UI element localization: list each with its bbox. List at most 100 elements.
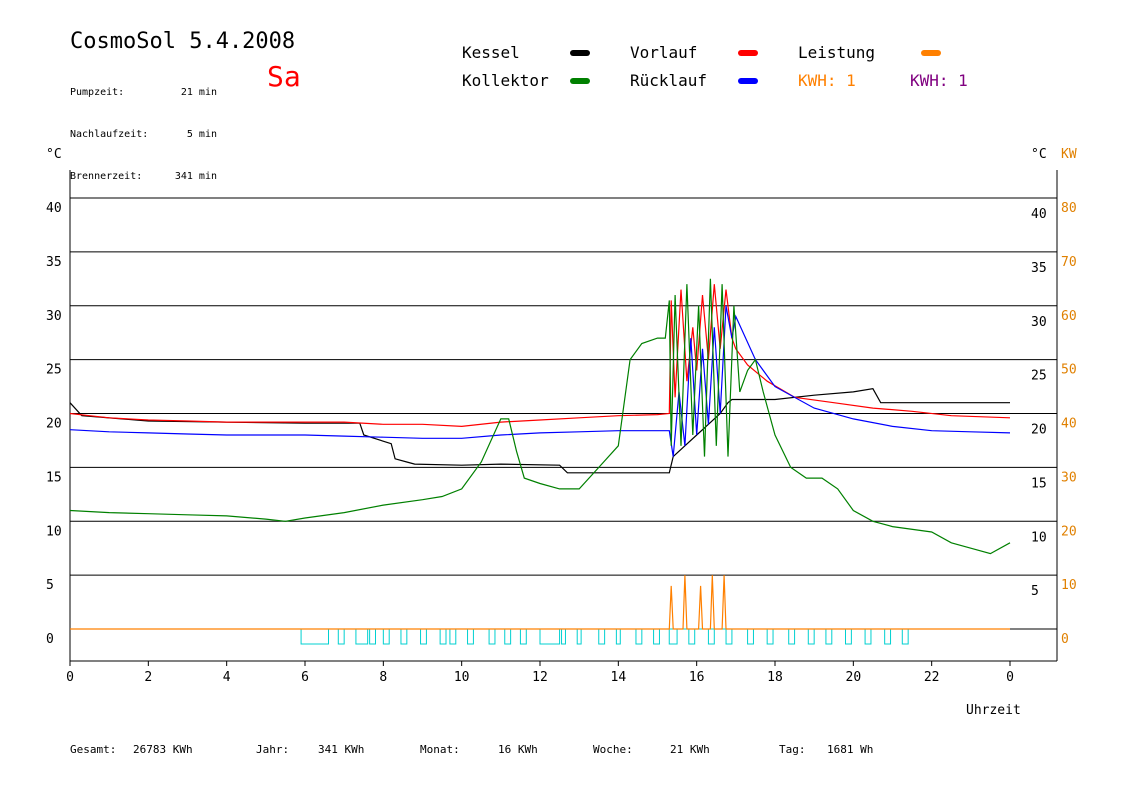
legend-kwh-leistung: KWH: 1 (798, 71, 856, 90)
pump-interval (561, 628, 566, 645)
pump-interval (369, 628, 376, 645)
y-tick-label-left: 30 (46, 309, 62, 324)
footer-jahr-value: 341 KWh (318, 743, 365, 756)
pump-interval (825, 628, 833, 645)
info-label: Pumpzeit: (70, 87, 125, 98)
pump-interval (788, 628, 796, 645)
weekday-label: Sa (267, 60, 301, 93)
info-value: 21 min (180, 87, 217, 98)
x-tick-label: 14 (611, 670, 627, 685)
x-tick-label: 6 (301, 670, 309, 685)
legend-label-vorlauf: Vorlauf (630, 43, 698, 62)
y-tick-label-right: 20 (1031, 423, 1047, 438)
x-tick-label: 16 (689, 670, 705, 685)
x-tick-label: 12 (532, 670, 548, 685)
pump-interval (337, 628, 345, 645)
pump-interval (400, 628, 408, 645)
pump-interval (539, 628, 561, 645)
y-tick-label-left: 0 (46, 632, 54, 647)
pump-interval (439, 628, 447, 645)
pump-interval (382, 628, 390, 645)
kw-axis-unit: KW (1061, 147, 1077, 162)
pump-interval (747, 628, 754, 645)
legend-swatch-kessel (570, 50, 590, 56)
x-axis-label: Uhrzeit (966, 703, 1021, 718)
kw-tick-label: 80 (1061, 201, 1077, 216)
y-tick-label-right: 15 (1031, 476, 1047, 491)
legend-swatch-ruecklauf (738, 78, 758, 84)
pump-interval (615, 628, 621, 645)
axes (69, 170, 1058, 666)
kw-tick-label: 70 (1061, 255, 1077, 270)
x-tick-label: 18 (767, 670, 783, 685)
legend-label-kollektor: Kollektor (462, 71, 549, 90)
pump-interval (355, 628, 369, 645)
y-tick-label-left: 15 (46, 470, 62, 485)
kw-tick-label: 20 (1061, 524, 1077, 539)
y-axis-unit-left: °C (46, 147, 62, 162)
info-value: 5 min (186, 129, 217, 140)
info-label: Brennerzeit: (70, 171, 143, 182)
pump-interval (576, 628, 582, 645)
info-value: 341 min (174, 171, 217, 182)
x-tick-label: 0 (66, 670, 74, 685)
pump-interval (488, 628, 496, 645)
kw-tick-label: 60 (1061, 309, 1077, 324)
legend-label-kessel: Kessel (462, 43, 520, 62)
pump-interval (845, 628, 852, 645)
x-tick-label: 10 (454, 670, 470, 685)
footer-jahr-label: Jahr: (256, 743, 290, 756)
footer-woche-label: Woche: (593, 743, 633, 756)
pump-interval (725, 628, 733, 645)
pump-interval (420, 628, 427, 645)
pump-interval (688, 628, 696, 645)
footer-tag-value: 1681 Wh (827, 743, 874, 756)
y-tick-label-right: 30 (1031, 315, 1047, 330)
y-tick-label-right: 35 (1031, 261, 1047, 276)
y-tick-label-right: 10 (1031, 530, 1047, 545)
pump-interval (300, 628, 330, 645)
footer-monat-value: 16 KWh (498, 743, 538, 756)
pump-interval (884, 628, 892, 645)
series-lines (69, 278, 1011, 630)
legend-label-leistung: Leistung (798, 43, 876, 62)
kw-tick-label: 50 (1061, 363, 1077, 378)
series-line-rcklauf (69, 305, 1011, 457)
axis-labels: 0 2 4 6 8 10 12 14 16 18 20 22 0 0 5 10 15 20 25 30 35 40 5 10 1… (46, 147, 1077, 718)
info-labels: Pumpzeit: Nachlaufzeit: Brennerzeit: (70, 58, 148, 198)
pump-interval (653, 628, 660, 645)
x-tick-label: 8 (379, 670, 387, 685)
kw-tick-label: 10 (1061, 578, 1077, 593)
pump-interval (504, 628, 512, 645)
kw-tick-label: 30 (1061, 470, 1077, 485)
pump-interval (449, 628, 457, 645)
y-tick-label-left: 20 (46, 417, 62, 432)
y-tick-label-left: 10 (46, 524, 62, 539)
info-label: Nachlaufzeit: (70, 129, 149, 140)
pump-interval (766, 628, 774, 645)
legend-swatch-kollektor (570, 78, 590, 84)
info-values: 21 min 5 min 341 min (160, 58, 217, 198)
footer-woche-value: 21 KWh (670, 743, 710, 756)
pump-interval (467, 628, 474, 645)
y-tick-label-left: 40 (46, 201, 62, 216)
pump-interval (668, 628, 678, 645)
x-tick-label: 20 (846, 670, 862, 685)
pump-interval (807, 628, 815, 645)
footer-tag-label: Tag: (779, 743, 806, 756)
x-tick-label: 0 (1006, 670, 1014, 685)
footer-gesamt-label: Gesamt: (70, 743, 117, 756)
legend-kwh-purple: KWH: 1 (910, 71, 968, 90)
y-tick-label-right: 40 (1031, 207, 1047, 222)
pump-interval (707, 628, 715, 645)
legend-swatch-vorlauf (738, 50, 758, 56)
pump-interval (635, 628, 643, 645)
x-tick-label: 22 (924, 670, 940, 685)
pump-interval (519, 628, 527, 645)
page-title: CosmoSol 5.4.2008 (70, 29, 296, 54)
pump-indicator (300, 628, 909, 645)
legend-label-ruecklauf: Rücklauf (630, 71, 708, 90)
y-axis-unit-right: °C (1031, 147, 1047, 162)
y-tick-label-right: 25 (1031, 369, 1047, 384)
series-line-kollektor (69, 278, 1011, 555)
